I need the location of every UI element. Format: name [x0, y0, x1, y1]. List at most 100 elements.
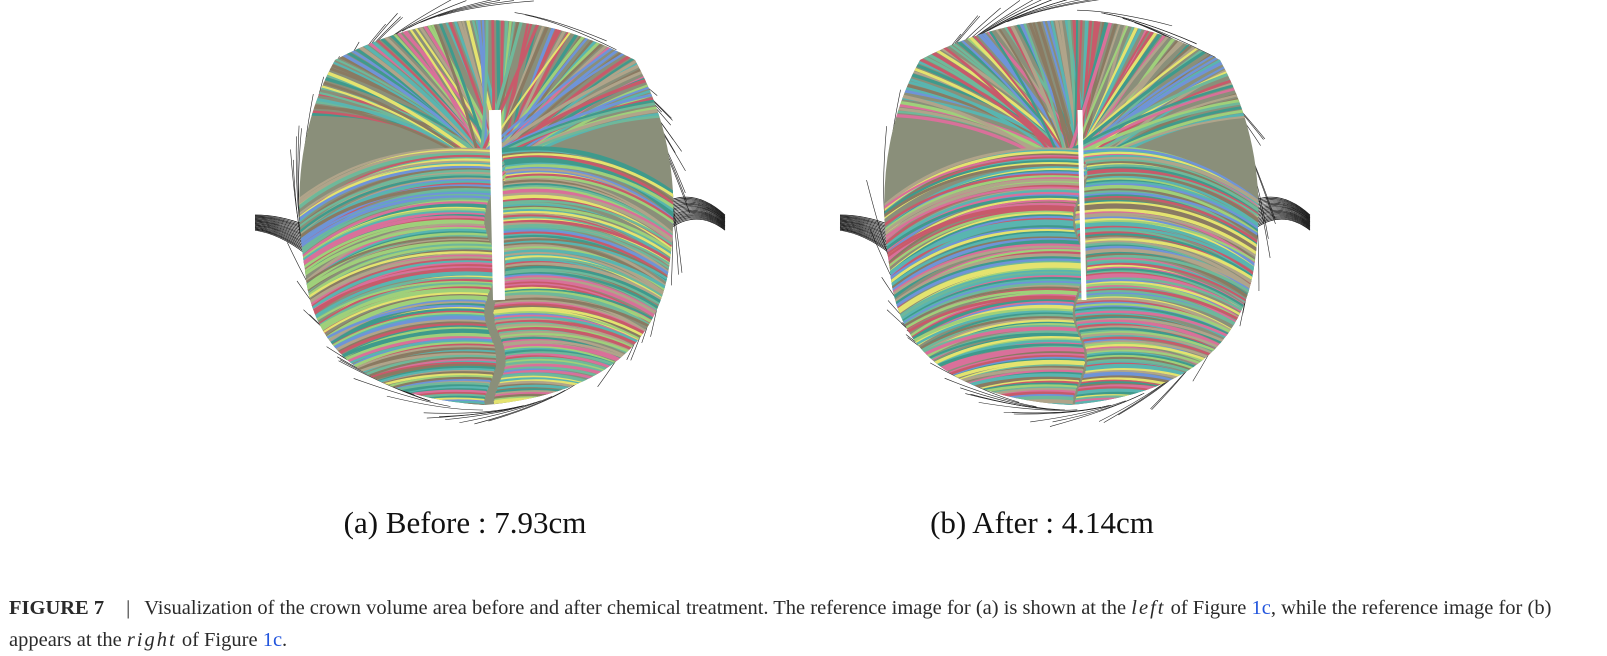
ear-hair-strand — [1254, 213, 1311, 227]
hair-strand — [1035, 20, 1080, 157]
hair-strand — [908, 20, 1072, 164]
ear-hair-strand — [669, 209, 726, 225]
hair-strand — [884, 63, 1069, 166]
hair-strand — [1078, 197, 1259, 266]
hair-strand — [1075, 220, 1259, 277]
hair-strand — [884, 155, 1082, 221]
flyaway-strand — [1030, 400, 1126, 423]
ear-hair-strand — [1254, 205, 1311, 221]
figure-link-1c[interactable]: 1c — [1251, 597, 1271, 619]
hair-strand — [884, 219, 1074, 293]
panel-a-hair-before — [230, 0, 750, 440]
hair-strand — [958, 20, 1070, 161]
hair-strand — [481, 92, 674, 161]
ear-hair-strand — [1254, 196, 1311, 216]
ear-hair-strand — [1254, 216, 1311, 229]
hair-strand — [1085, 181, 1259, 240]
hair-strand — [1075, 208, 1259, 270]
hair-strand — [1075, 403, 1259, 405]
hair-strand — [1084, 156, 1259, 216]
flyaway-strand — [988, 0, 1068, 31]
ear-hair-strand — [669, 204, 726, 221]
flyaway-strand — [1012, 405, 1110, 414]
hair-strand — [480, 20, 489, 153]
hair-strand — [502, 153, 674, 210]
hair-strand — [318, 20, 503, 174]
ear-hair-strand — [839, 229, 891, 253]
figure-caption: FIGURE 7 | Visualization of the crown volu… — [9, 592, 1599, 656]
flyaway-strand — [930, 362, 1020, 403]
hair-strand — [494, 210, 674, 272]
hair-strand — [299, 361, 497, 405]
flyaway-strand — [1007, 0, 1092, 23]
hair-strand — [1086, 175, 1259, 239]
hair-strand — [299, 402, 485, 405]
ear-hair-strand — [669, 213, 726, 227]
hair-strand — [488, 96, 674, 160]
flyaway-strand — [978, 402, 1078, 411]
ear-hair-strand — [1254, 206, 1311, 222]
hair-strand — [884, 182, 1084, 251]
hair-strand — [884, 367, 1084, 405]
ear-hair-strand — [669, 218, 726, 231]
hair-strand — [493, 397, 674, 405]
hair-strand — [1081, 31, 1259, 156]
hair-strand — [497, 199, 674, 259]
ear-hair-strand — [839, 229, 891, 254]
hair-strand — [1082, 188, 1259, 254]
caption-italic-left: left — [1131, 597, 1166, 619]
figure-link-1c[interactable]: 1c — [262, 629, 283, 651]
ear-hair-strand — [1254, 214, 1311, 228]
hair-strand — [299, 393, 486, 405]
hair-strand — [1092, 96, 1259, 154]
ear-hair-strand — [669, 211, 726, 225]
hair-strand — [299, 395, 486, 405]
hair-strand — [884, 401, 1073, 405]
ear-hair-strand — [1254, 201, 1311, 219]
hair-strand — [504, 20, 547, 153]
hair-strand — [505, 175, 674, 237]
flyaway-strand — [944, 377, 1037, 407]
hair-strand — [299, 147, 491, 212]
ear-hair-strand — [669, 202, 726, 220]
hair-strand — [299, 201, 488, 274]
flyaway-strand — [408, 0, 501, 29]
hair-strand — [481, 35, 674, 161]
flyaway-strand — [438, 0, 534, 17]
hair-strand — [410, 20, 489, 159]
ear-hair-strand — [669, 212, 726, 226]
hair-strand — [1087, 170, 1259, 229]
ear-hair-strand — [254, 222, 306, 241]
hair-strand — [884, 399, 1074, 405]
flyaway-strand — [1077, 9, 1173, 27]
ear-hair-strand — [839, 226, 891, 248]
hair-strand — [502, 185, 674, 252]
ear-hair-strand — [1254, 199, 1311, 217]
ear-hair-strand — [669, 198, 726, 217]
hair-strand — [299, 175, 496, 247]
flyaway-strand — [459, 396, 553, 424]
panel-b-hair-after — [815, 0, 1335, 440]
hair-strand — [299, 357, 496, 405]
ear-hair-strand — [1254, 207, 1311, 223]
hair-strand — [1087, 172, 1259, 230]
hair-strand — [323, 20, 488, 159]
hair-strand — [884, 223, 1074, 290]
ear-hair-strand — [254, 228, 306, 251]
ear-hair-strand — [669, 201, 726, 219]
hair-strand — [299, 150, 493, 216]
hair-strand — [495, 225, 674, 285]
caption-text: . — [282, 629, 288, 651]
hair-strand — [299, 152, 493, 221]
hair-strand — [362, 20, 482, 155]
hair-strand — [299, 397, 485, 405]
ear-hair-strand — [1254, 198, 1311, 217]
flyaway-strand — [514, 12, 607, 42]
hair-strand — [884, 175, 1085, 245]
flyaway-strand — [353, 378, 451, 407]
ear-hair-strand — [254, 225, 306, 247]
hair-strand — [505, 173, 674, 235]
ear-hair-strand — [669, 206, 726, 222]
ear-hair-strand — [254, 227, 306, 250]
hair-strand — [1076, 206, 1259, 267]
